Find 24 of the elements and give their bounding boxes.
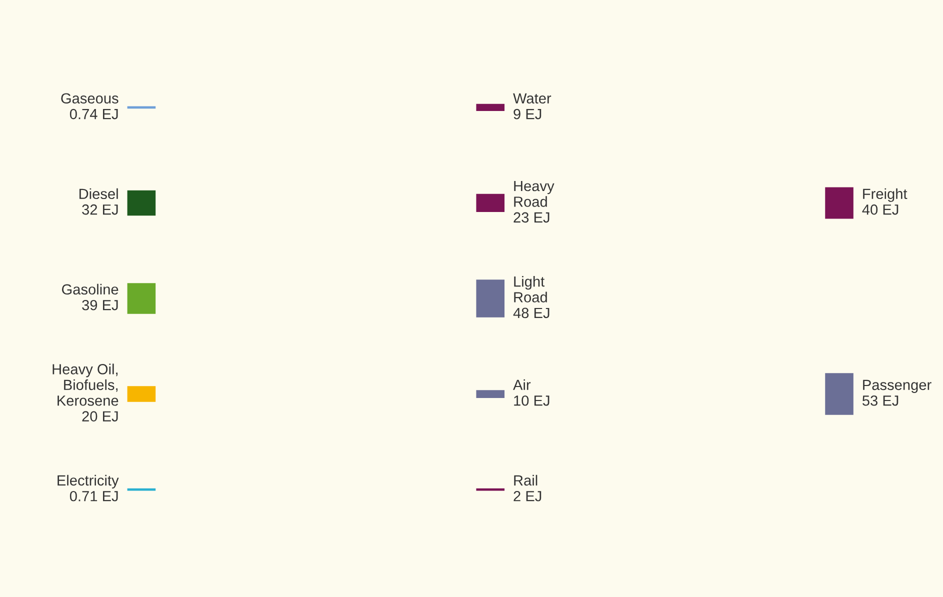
category-label: Diesel xyxy=(79,188,118,200)
data-label: 39 EJ xyxy=(82,300,118,310)
category-label: Heavy Oil, Biofuels, Kerosene xyxy=(52,364,118,406)
category-label: Gaseous xyxy=(61,93,118,104)
data-label: 23 EJ xyxy=(514,212,550,223)
category-label: Water xyxy=(513,93,552,104)
data-label: 32 EJ xyxy=(82,204,118,215)
category-label: Air xyxy=(513,379,531,390)
data-label: 9 EJ xyxy=(514,108,542,120)
category-label: Heavy Road xyxy=(514,181,554,207)
data-label: 0.71 EJ xyxy=(70,490,118,502)
data-label: 48 EJ xyxy=(513,308,550,318)
data-label: 40 EJ xyxy=(862,204,898,215)
category-label: Freight xyxy=(863,188,908,202)
data-label: 20 EJ xyxy=(82,411,118,422)
category-label: Light Road xyxy=(514,276,547,302)
category-label: Passenger xyxy=(863,380,932,393)
category-label: Electricity xyxy=(58,474,119,488)
data-label: 0.74 EJ xyxy=(70,108,118,120)
category-label: Rail xyxy=(514,474,538,486)
data-label: 10 EJ xyxy=(514,395,550,406)
data-label: 2 EJ xyxy=(514,490,542,502)
data-label: 53 EJ xyxy=(862,395,898,406)
category-label: Gasoline xyxy=(62,284,118,295)
